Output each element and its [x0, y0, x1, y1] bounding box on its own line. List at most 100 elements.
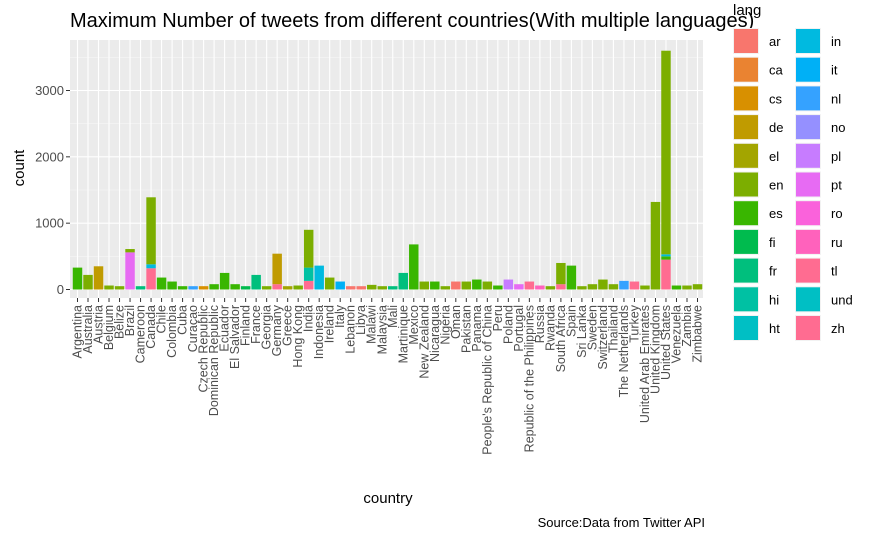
- bar-segment: [461, 281, 472, 290]
- bar-segment: [440, 286, 451, 290]
- x-tick-label: Malaysia: [375, 305, 389, 354]
- x-tick-label: People's Republic of China: [480, 305, 494, 455]
- x-tick-label: Curaçao: [186, 305, 200, 352]
- legend-label: hi: [769, 292, 779, 307]
- legend-swatch: [796, 229, 820, 254]
- x-tick-label: India: [302, 305, 316, 332]
- bar-segment: [345, 286, 356, 290]
- legend-label: ht: [769, 321, 780, 336]
- x-tick-label: Hong Kong: [291, 305, 305, 368]
- bar-segment: [282, 286, 293, 290]
- x-tick-label: Belgium: [102, 305, 116, 350]
- x-tick-label: Thailand: [606, 305, 620, 353]
- y-tick-label: 0: [57, 282, 64, 297]
- bar-segment: [451, 281, 461, 290]
- legend-label: und: [831, 292, 853, 307]
- bar-segment: [398, 272, 408, 290]
- bar-segment: [566, 265, 577, 290]
- bar-segment: [324, 277, 335, 290]
- bar-segment: [167, 281, 177, 290]
- bar-segment: [135, 286, 146, 290]
- bar-segment: [272, 253, 282, 285]
- bar-segment: [72, 267, 83, 290]
- x-tick-label: Finland: [239, 305, 253, 346]
- bar-segment: [608, 284, 619, 290]
- bar-segment: [209, 284, 219, 290]
- x-tick-label: Malawi: [365, 305, 379, 344]
- bar-segment: [125, 252, 135, 290]
- legend-label: de: [769, 120, 783, 135]
- x-tick-label: Sweden: [585, 305, 599, 350]
- x-tick-label: Brazil: [123, 305, 137, 336]
- y-axis-title: count: [11, 149, 28, 187]
- x-tick-label: Cameroon: [134, 305, 148, 363]
- legend-swatch: [734, 201, 758, 226]
- legend-title: lang: [733, 2, 761, 19]
- bar-segment: [598, 279, 608, 290]
- legend-swatch: [734, 316, 758, 340]
- legend-swatch: [734, 115, 758, 140]
- bar-segment: [577, 286, 587, 290]
- bar-segment: [156, 277, 167, 290]
- x-tick-label: Mexico: [407, 305, 421, 345]
- y-tick-label: 3000: [35, 83, 64, 98]
- bar-segment: [314, 265, 324, 290]
- legend-label: el: [769, 149, 779, 164]
- legend-label: in: [831, 34, 841, 49]
- legend-label: ro: [831, 206, 843, 221]
- x-tick-label: Republic of the Philippines: [522, 305, 536, 452]
- bar-segment: [303, 267, 314, 281]
- legend-label: zh: [831, 321, 845, 336]
- bar-segment: [93, 266, 104, 290]
- legend-swatch: [796, 86, 820, 111]
- bar-segment: [251, 274, 261, 290]
- bar-segment: [114, 286, 125, 290]
- legend-swatch: [796, 201, 820, 226]
- x-tick-label: Zimbabwe: [691, 305, 705, 363]
- x-tick-label: Panama: [470, 305, 484, 352]
- bar-segment: [661, 259, 671, 290]
- x-tick-label: Spain: [564, 305, 578, 337]
- bar-segment: [419, 281, 430, 290]
- bar-segment: [388, 286, 398, 290]
- bars: [72, 50, 703, 290]
- x-tick-label: Sri Lanka: [575, 305, 589, 358]
- legend-label: ar: [769, 34, 781, 49]
- bar-segment: [335, 281, 345, 290]
- bar-segment: [556, 284, 566, 290]
- legend-label: it: [831, 63, 838, 78]
- bar-segment: [661, 256, 671, 260]
- x-tick-label: Australia: [81, 305, 95, 354]
- bar-segment: [661, 254, 671, 257]
- legend-swatch: [734, 287, 758, 312]
- bar-segment: [303, 280, 314, 290]
- x-tick-label: Belize: [113, 305, 127, 339]
- bar-segment: [230, 284, 240, 290]
- legend-label: pl: [831, 149, 841, 164]
- plot-panel: [70, 40, 703, 298]
- bar-segment: [125, 249, 135, 253]
- legend-swatch: [796, 29, 820, 53]
- x-tick-label: Lebanon: [344, 305, 358, 354]
- bar-segment: [535, 285, 545, 290]
- x-tick-label: United States: [659, 305, 673, 380]
- legend-swatch: [796, 316, 820, 340]
- legend-label: pt: [831, 178, 842, 193]
- x-tick-label: Russia: [533, 305, 547, 343]
- bar-segment: [524, 281, 535, 290]
- x-tick-label: New Zealand: [417, 305, 431, 379]
- bar-segment: [472, 279, 482, 290]
- bar-segment: [629, 281, 640, 290]
- legend-swatch: [734, 86, 758, 111]
- legend-label: nl: [831, 91, 841, 106]
- legend-label: cs: [769, 91, 783, 106]
- bar-segment: [240, 286, 251, 290]
- bar-segment: [682, 285, 692, 290]
- x-tick-label: Cuba: [176, 305, 190, 335]
- legend-swatch: [734, 143, 758, 168]
- bar-segment: [619, 280, 629, 290]
- x-tick-label: The Netherlands: [617, 305, 631, 397]
- legend-label: es: [769, 206, 783, 221]
- legend-swatch: [796, 57, 820, 82]
